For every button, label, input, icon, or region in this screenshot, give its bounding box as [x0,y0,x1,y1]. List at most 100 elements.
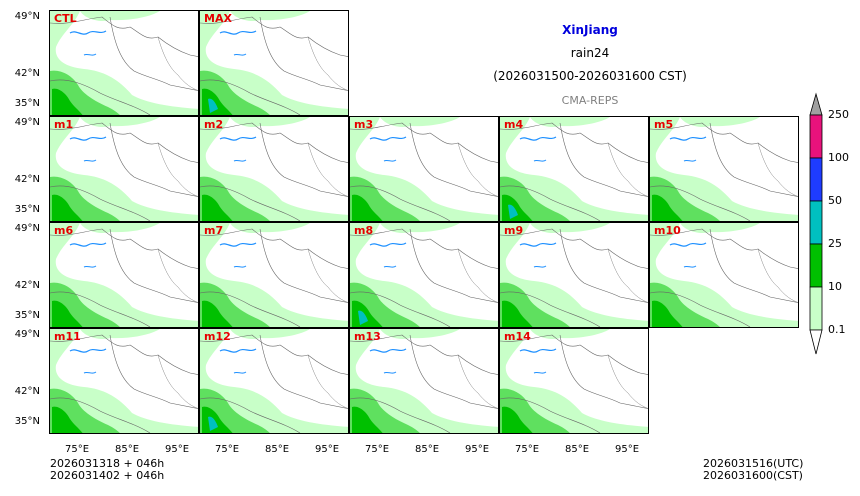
latitude-tick-label: 49°N [14,117,40,128]
lake-outline-central [383,159,397,162]
colorbar-swatch-25 [809,243,823,288]
latitude-tick-label: 35°N [14,204,40,215]
panel-label: m14 [504,330,531,343]
latitude-tick-label: 35°N [14,310,40,321]
border-line [109,228,198,303]
panel-m13: m13 [349,328,499,434]
panel-label: m6 [54,224,74,237]
longitude-tick-label: 75°E [64,444,90,455]
light-rain-area-west [650,223,798,327]
lake-outline-central [233,371,247,374]
panel-max: MAX [199,10,349,116]
border-line [50,334,198,375]
panel-label: m7 [204,224,224,237]
very-heavy-rain-area [208,98,218,113]
colorbar-swatch-10 [809,286,823,331]
lake-outline-north [369,242,407,247]
panel-m2: m2 [199,116,349,222]
border-line [157,142,198,197]
border-line [607,248,648,303]
border-line [50,397,151,433]
border-line [607,354,648,409]
panel-label: m13 [354,330,381,343]
border-line [200,122,348,163]
panel-label: m12 [204,330,231,343]
border-line [200,228,348,269]
light-rain-area-north [80,117,160,127]
lake-outline-north [219,348,257,353]
panel-m9: m9 [499,222,649,328]
lake-outline-north [69,30,107,35]
colorbar-label-25: 25 [828,237,842,250]
colorbar-label-250: 250 [828,108,849,121]
rain-map [500,117,648,221]
border-line [500,334,648,375]
lake-outline-central [233,265,247,268]
valid-time-utc: 2026031516(UTC) [703,457,804,470]
border-line [200,185,301,221]
heavy-rain-area [352,406,383,433]
border-line [350,291,451,327]
colorbar-label-0-1: 0.1 [828,323,846,336]
colorbar-label-50: 50 [828,194,842,207]
border-line [157,248,198,303]
panel-m5: m5 [649,116,799,222]
lake-outline-north [369,348,407,353]
latitude-tick-label: 35°N [14,98,40,109]
heavy-rain-area [52,194,83,221]
border-line [500,228,648,269]
border-line [307,36,348,91]
longitude-tick-label: 95°E [164,444,190,455]
lake-outline-central [533,159,547,162]
border-line [109,16,198,91]
lake-outline-north [219,242,257,247]
panel-ctl: CTL [49,10,199,116]
panel-label: m3 [354,118,374,131]
heavy-rain-area [52,88,83,115]
border-line [457,354,498,409]
light-rain-area-west [50,11,198,115]
light-rain-area-north [380,223,460,233]
longitude-tick-label: 75°E [364,444,390,455]
longitude-tick-label: 75°E [214,444,240,455]
rain-map [50,223,198,327]
rain-map [200,223,348,327]
border-line [500,397,601,433]
lake-outline-central [83,53,97,56]
panel-m6: m6 [49,222,199,328]
light-rain-area-north [80,329,160,339]
panel-m11: m11 [49,328,199,434]
border-line [559,228,648,303]
border-line [50,122,198,163]
border-line [350,185,451,221]
border-line [259,16,348,91]
rain-map [200,329,348,433]
colorbar-swatch-50 [809,200,823,245]
border-line [409,228,498,303]
panel-m4: m4 [499,116,649,222]
lake-outline-central [233,159,247,162]
heavy-rain-area [52,406,83,433]
lake-outline-north [69,242,107,247]
very-heavy-rain-area [508,204,518,219]
light-rain-area-west [650,117,798,221]
border-line [109,122,198,197]
lake-outline-north [69,136,107,141]
lake-outline-central [683,159,697,162]
light-rain-area-west [350,329,498,433]
border-line [200,397,301,433]
border-line [157,36,198,91]
longitude-tick-label: 75°E [514,444,540,455]
panel-label: m1 [54,118,74,131]
border-line [307,354,348,409]
latitude-tick-label: 49°N [14,329,40,340]
colorbar-swatch-250 [809,114,823,159]
lake-outline-north [519,242,557,247]
light-rain-area-north [680,117,760,127]
light-rain-area-north [530,117,610,127]
light-rain-area-west [350,223,498,327]
light-rain-area-north [680,223,760,233]
light-rain-area-west [50,117,198,221]
lake-outline-north [519,136,557,141]
light-rain-area-north [230,223,310,233]
